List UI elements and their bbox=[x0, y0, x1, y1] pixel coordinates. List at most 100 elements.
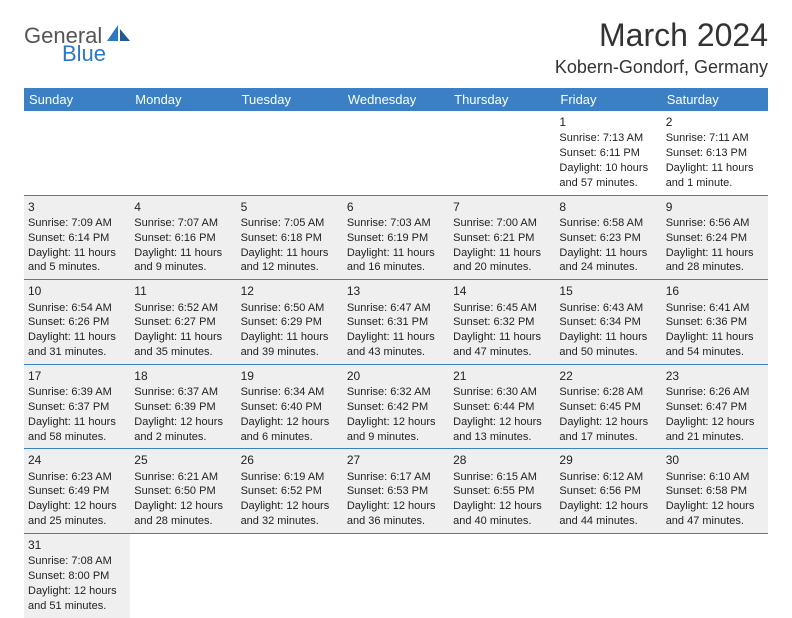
day-number: 23 bbox=[666, 368, 765, 384]
sunrise-text: Sunrise: 6:26 AM bbox=[666, 385, 765, 400]
day-cell: 18Sunrise: 6:37 AMSunset: 6:39 PMDayligh… bbox=[130, 365, 236, 449]
sunrise-text: Sunrise: 6:10 AM bbox=[666, 470, 765, 485]
daylight-text: Daylight: 11 hours and 20 minutes. bbox=[453, 246, 552, 276]
week-row: 24 Sunrise: 6:23 AMSunset: 6:49 PM Dayligh… bbox=[24, 449, 768, 534]
sunrise-text: Sunrise: 6:39 AM bbox=[28, 385, 127, 400]
day-cell: 27Sunrise: 6:17 AMSunset: 6:53 PMDayligh… bbox=[343, 449, 449, 533]
day-number: 14 bbox=[453, 283, 552, 299]
daylight-text: Daylight: 11 hours and 58 minutes. bbox=[28, 415, 127, 445]
sunrise-text: Sunrise: 6:28 AM bbox=[559, 385, 658, 400]
daylight-text: Daylight: 11 hours and 43 minutes. bbox=[347, 330, 446, 360]
sunset-text: Sunset: 6:13 PM bbox=[666, 146, 765, 161]
location-text: Kobern-Gondorf, Germany bbox=[555, 57, 768, 78]
day-number: 6 bbox=[347, 199, 446, 215]
sunset-text: Sunset: 6:56 PM bbox=[559, 484, 658, 499]
empty-cell bbox=[449, 111, 555, 195]
day-number: 26 bbox=[241, 452, 340, 468]
sunset-text: Sunset: 6:32 PM bbox=[453, 315, 552, 330]
sunrise-text: Sunrise: 6:23 AM bbox=[28, 470, 127, 485]
daylight-text: Daylight: 12 hours and 32 minutes. bbox=[241, 499, 340, 529]
day-cell: 12Sunrise: 6:50 AMSunset: 6:29 PMDayligh… bbox=[237, 280, 343, 364]
sunrise-text: Sunrise: 6:45 AM bbox=[453, 301, 552, 316]
sunrise-text: Sunrise: 6:21 AM bbox=[134, 470, 233, 485]
sunset-text: Sunset: 6:37 PM bbox=[28, 400, 127, 415]
daylight-text: Daylight: 12 hours and 40 minutes. bbox=[453, 499, 552, 529]
sunset-text: Sunset: 6:47 PM bbox=[666, 400, 765, 415]
day-number: 3 bbox=[28, 199, 127, 215]
sunset-text: Sunset: 6:21 PM bbox=[453, 231, 552, 246]
day-cell: 19Sunrise: 6:34 AMSunset: 6:40 PMDayligh… bbox=[237, 365, 343, 449]
day-cell: 5Sunrise: 7:05 AMSunset: 6:18 PMDaylight… bbox=[237, 196, 343, 280]
sunset-text: Sunset: 6:16 PM bbox=[134, 231, 233, 246]
day-cell: 31Sunrise: 7:08 AMSunset: 8:00 PMDayligh… bbox=[24, 534, 130, 618]
day-header-wednesday: Wednesday bbox=[343, 88, 449, 111]
empty-cell bbox=[449, 534, 555, 618]
sunset-text: Sunset: 6:53 PM bbox=[347, 484, 446, 499]
sunrise-text: Sunrise: 6:37 AM bbox=[134, 385, 233, 400]
sunrise-text: Sunrise: 7:03 AM bbox=[347, 216, 446, 231]
week-row: 31Sunrise: 7:08 AMSunset: 8:00 PMDayligh… bbox=[24, 534, 768, 618]
day-cell: 13Sunrise: 6:47 AMSunset: 6:31 PMDayligh… bbox=[343, 280, 449, 364]
day-number: 25 bbox=[134, 452, 233, 468]
daylight-text: Daylight: 11 hours and 50 minutes. bbox=[559, 330, 658, 360]
sunset-text: Sunset: 6:18 PM bbox=[241, 231, 340, 246]
page-header: GeneralBlue March 2024 Kobern-Gondorf, G… bbox=[24, 18, 768, 78]
daylight-text: Daylight: 12 hours and 51 minutes. bbox=[28, 584, 127, 614]
daylight-text: Daylight: 12 hours and 9 minutes. bbox=[347, 415, 446, 445]
daylight-text: Daylight: 12 hours and 47 minutes. bbox=[666, 499, 765, 529]
sunset-text: Sunset: 6:49 PM bbox=[28, 484, 127, 499]
sunrise-text: Sunrise: 6:52 AM bbox=[134, 301, 233, 316]
sunset-text: Sunset: 6:52 PM bbox=[241, 484, 340, 499]
empty-cell bbox=[237, 111, 343, 195]
sunrise-text: Sunrise: 6:12 AM bbox=[559, 470, 658, 485]
day-header-sunday: Sunday bbox=[24, 88, 130, 111]
day-cell: 23Sunrise: 6:26 AMSunset: 6:47 PMDayligh… bbox=[662, 365, 768, 449]
sunset-text: Sunset: 6:36 PM bbox=[666, 315, 765, 330]
day-cell: 26 Sunrise: 6:19 AMSunset: 6:52 PMDayligh… bbox=[237, 449, 343, 533]
day-number: 24 bbox=[28, 452, 127, 468]
day-header-friday: Friday bbox=[555, 88, 661, 111]
day-number: 16 bbox=[666, 283, 765, 299]
sunset-text: Sunset: 6:31 PM bbox=[347, 315, 446, 330]
sunset-text: Sunset: 6:26 PM bbox=[28, 315, 127, 330]
logo: GeneralBlue bbox=[24, 18, 132, 65]
sunrise-text: Sunrise: 7:05 AM bbox=[241, 216, 340, 231]
day-cell: 11Sunrise: 6:52 AMSunset: 6:27 PMDayligh… bbox=[130, 280, 236, 364]
sunset-text: Sunset: 6:19 PM bbox=[347, 231, 446, 246]
day-cell: 16Sunrise: 6:41 AMSunset: 6:36 PMDayligh… bbox=[662, 280, 768, 364]
day-number: 18 bbox=[134, 368, 233, 384]
sunset-text: Sunset: 6:39 PM bbox=[134, 400, 233, 415]
empty-cell bbox=[662, 534, 768, 618]
day-number: 2 bbox=[666, 114, 765, 130]
day-number: 28 bbox=[453, 452, 552, 468]
logo-text-blue: Blue bbox=[62, 43, 132, 65]
sunset-text: Sunset: 6:11 PM bbox=[559, 146, 658, 161]
empty-cell bbox=[343, 111, 449, 195]
day-number: 29 bbox=[559, 452, 658, 468]
day-number: 7 bbox=[453, 199, 552, 215]
week-row: 17Sunrise: 6:39 AMSunset: 6:37 PMDayligh… bbox=[24, 365, 768, 450]
daylight-text: Daylight: 12 hours and 21 minutes. bbox=[666, 415, 765, 445]
sunrise-text: Sunrise: 7:00 AM bbox=[453, 216, 552, 231]
day-number: 10 bbox=[28, 283, 127, 299]
daylight-text: Daylight: 12 hours and 17 minutes. bbox=[559, 415, 658, 445]
calendar-page: GeneralBlue March 2024 Kobern-Gondorf, G… bbox=[0, 0, 792, 612]
day-number: 4 bbox=[134, 199, 233, 215]
day-cell: 28Sunrise: 6:15 AMSunset: 6:55 PMDayligh… bbox=[449, 449, 555, 533]
daylight-text: Daylight: 11 hours and 9 minutes. bbox=[134, 246, 233, 276]
sunrise-text: Sunrise: 7:07 AM bbox=[134, 216, 233, 231]
daylight-text: Daylight: 11 hours and 31 minutes. bbox=[28, 330, 127, 360]
daylight-text: Daylight: 12 hours and 44 minutes. bbox=[559, 499, 658, 529]
day-cell: 17Sunrise: 6:39 AMSunset: 6:37 PMDayligh… bbox=[24, 365, 130, 449]
day-cell: 20Sunrise: 6:32 AMSunset: 6:42 PMDayligh… bbox=[343, 365, 449, 449]
sunrise-text: Sunrise: 6:47 AM bbox=[347, 301, 446, 316]
sunrise-text: Sunrise: 7:13 AM bbox=[559, 131, 658, 146]
day-header-saturday: Saturday bbox=[662, 88, 768, 111]
daylight-text: Daylight: 12 hours and 2 minutes. bbox=[134, 415, 233, 445]
day-cell: 2Sunrise: 7:11 AMSunset: 6:13 PMDaylight… bbox=[662, 111, 768, 195]
daylight-text: Daylight: 11 hours and 1 minute. bbox=[666, 161, 765, 191]
day-header-tuesday: Tuesday bbox=[237, 88, 343, 111]
sunset-text: Sunset: 6:14 PM bbox=[28, 231, 127, 246]
daylight-text: Daylight: 11 hours and 12 minutes. bbox=[241, 246, 340, 276]
sunrise-text: Sunrise: 6:19 AM bbox=[241, 470, 340, 485]
